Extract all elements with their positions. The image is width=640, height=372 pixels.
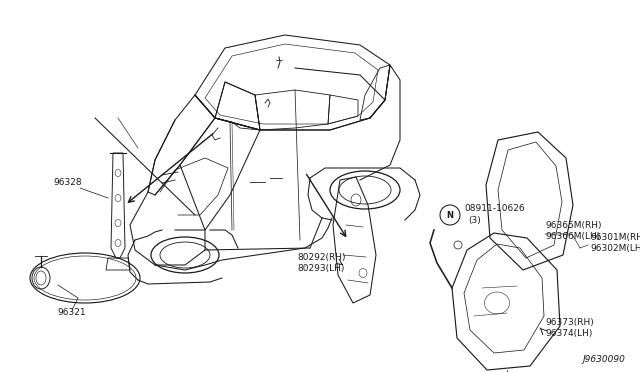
Text: 08911-10626: 08911-10626	[464, 204, 525, 213]
Text: 96374(LH): 96374(LH)	[545, 329, 593, 338]
Text: 96328: 96328	[54, 178, 83, 187]
Text: 96321: 96321	[58, 308, 86, 317]
Text: 96365M(RH): 96365M(RH)	[545, 221, 602, 230]
Text: 96366M(LH): 96366M(LH)	[545, 232, 600, 241]
Text: 96301M(RH): 96301M(RH)	[590, 233, 640, 242]
Text: 80293(LH): 80293(LH)	[297, 264, 344, 273]
Text: 96373(RH): 96373(RH)	[545, 318, 594, 327]
Text: 80292(RH): 80292(RH)	[297, 253, 346, 262]
Text: N: N	[447, 211, 454, 219]
Text: (3): (3)	[468, 216, 481, 225]
Text: 96302M(LH): 96302M(LH)	[590, 244, 640, 253]
Text: J9630090: J9630090	[582, 355, 625, 364]
